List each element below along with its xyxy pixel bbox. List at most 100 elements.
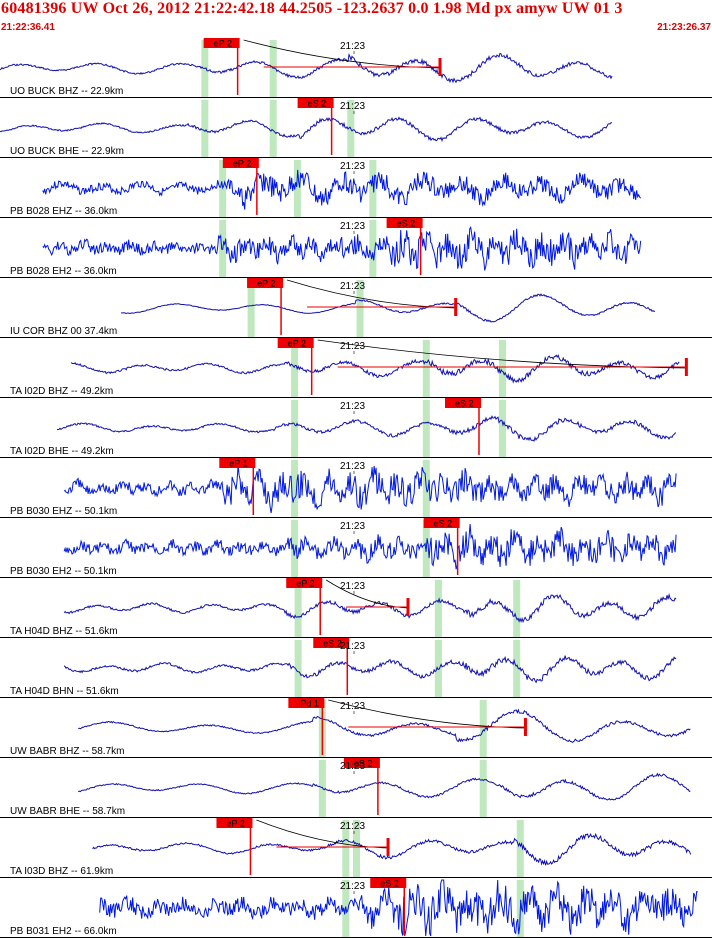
pick-window-band [513,640,521,697]
pick-window-band [291,340,299,397]
trace-panel: eS 2 21:23 UO BUCK BHE -- 22.9km [0,98,712,158]
waveform-trace [120,293,656,323]
pick-label: iPd 1 [298,699,319,709]
pick-window-band [369,220,377,277]
pick-label: eS 2 [354,759,373,769]
pick-label: eP 2 [296,579,314,589]
pick-window-band [247,280,255,337]
pick-label-box[interactable] [370,878,407,888]
trace-panel: eP 1 21:23 PB B030 EHZ -- 50.1km [0,458,712,518]
minute-mark-label: 21:23 [340,761,365,772]
waveform-trace [63,524,677,570]
pick-label-box[interactable] [216,818,253,828]
station-label: UO BUCK BHZ -- 22.9km [10,86,123,97]
trace-panel: eS 2 21:23 TA I02D BHE -- 49.2km [0,398,712,458]
station-label: TA I03D BHZ -- 61.9km [10,866,113,877]
pick-label-box[interactable] [277,338,314,348]
pick-window-band [422,340,430,397]
pick-window-band [353,820,360,877]
pick-window-band [291,400,299,457]
waveform-trace [63,592,677,624]
pick-label-box[interactable] [222,158,259,168]
pick-label-box[interactable] [288,698,325,708]
pick-label: eS 2 [397,219,416,229]
coda-end-marker [438,58,442,76]
waveform-trace [0,116,613,143]
pick-window-band [479,700,487,757]
window-start-time: 21:22:36.41 [1,22,55,33]
pick-label: eP 2 [288,339,306,349]
pick-label: eP 2 [226,819,244,829]
pick-window-band [291,460,299,517]
station-label: UO BUCK BHE -- 22.9km [10,146,124,157]
trace-panel: eS 2 21:23 PB B028 EH2 -- 36.0km [0,218,712,278]
waveform-trace [99,879,698,937]
trace-panel: iPd 1 21:23 UW BABR BHZ -- 58.7km [0,698,712,758]
pick-window-band [434,640,442,697]
pick-window-band [293,160,301,217]
minute-mark-label: 21:23 [340,221,365,232]
pick-window-band [479,760,487,817]
pick-label-box[interactable] [247,278,284,288]
pick-label-box[interactable] [313,638,350,648]
waveform-trace [42,225,642,271]
waveform-trace [63,465,677,514]
trace-panel: eS 2 21:23 PB B031 EH2 -- 66.0km [0,878,712,938]
pick-label-box[interactable] [445,398,481,408]
trace-panel: eP 2 21:23 TA I03D BHZ -- 61.9km [0,818,712,878]
pick-label-box[interactable] [423,518,460,528]
coda-curve [326,579,408,609]
minute-mark-label: 21:23 [340,401,365,412]
station-label: TA H04D BHZ -- 51.6km [10,626,118,637]
minute-mark-label: 21:23 [340,341,365,352]
station-label: IU COR BHZ 00 37.4km [10,326,117,337]
waveform-trace [78,772,691,801]
pick-label-box[interactable] [203,38,240,48]
minute-mark-label: 21:23 [340,161,365,172]
waveform-trace [78,708,691,744]
pick-window-band [294,580,302,637]
pick-label: eS 2 [323,639,342,649]
coda-curve [286,279,456,309]
pick-label: eS 2 [380,879,399,889]
pick-window-band [369,160,377,217]
coda-end-marker [454,298,458,316]
header-bar: 60481396 UW Oct 26, 2012 21:22:42.18 44.… [0,0,712,38]
waveform-trace [70,354,680,384]
window-end-time: 21:23:26.37 [657,22,711,33]
pick-window-band [516,820,524,877]
pick-label-box[interactable] [297,98,334,108]
waveform-trace [42,169,642,210]
minute-mark-label: 21:23 [340,881,365,892]
station-label: PB B028 EHZ -- 36.0km [10,206,117,217]
minute-mark-label: 21:23 [340,461,365,472]
pick-window-band [342,820,350,877]
trace-panel: eP 2 21:23 PB B028 EHZ -- 36.0km [0,158,712,218]
pick-label: eS 2 [455,399,474,409]
pick-label-box[interactable] [219,458,256,468]
trace-panel: eP 2 21:23 IU COR BHZ 00 37.4km [0,278,712,338]
station-label: PB B031 EH2 -- 66.0km [10,926,117,937]
coda-end-marker [684,358,688,376]
station-label: TA I02D BHE -- 49.2km [10,446,114,457]
minute-mark-label: 21:23 [340,701,365,712]
pick-label-box[interactable] [343,758,380,768]
trace-panel: eP 2 21:23 TA H04D BHZ -- 51.6km [0,578,712,638]
station-label: PB B030 EH2 -- 50.1km [10,566,117,577]
pick-window-band [318,760,326,817]
station-label: UW BABR BHE -- 58.7km [10,806,125,817]
minute-mark-label: 21:23 [340,581,365,592]
minute-mark-label: 21:23 [340,101,365,112]
station-label: PB B030 EHZ -- 50.1km [10,506,117,517]
waveform-trace [63,655,677,684]
pick-label: eS 2 [308,99,327,109]
waveform-trace [92,832,692,866]
pick-label-box[interactable] [286,578,323,588]
waveform-trace [56,415,677,442]
station-label: TA H04D BHN -- 51.6km [10,686,119,697]
pick-window-band [422,400,430,457]
trace-panel: eS 2 21:23 PB B030 EH2 -- 50.1km [0,518,712,578]
coda-end-marker [523,718,527,736]
pick-label-box[interactable] [386,218,423,228]
